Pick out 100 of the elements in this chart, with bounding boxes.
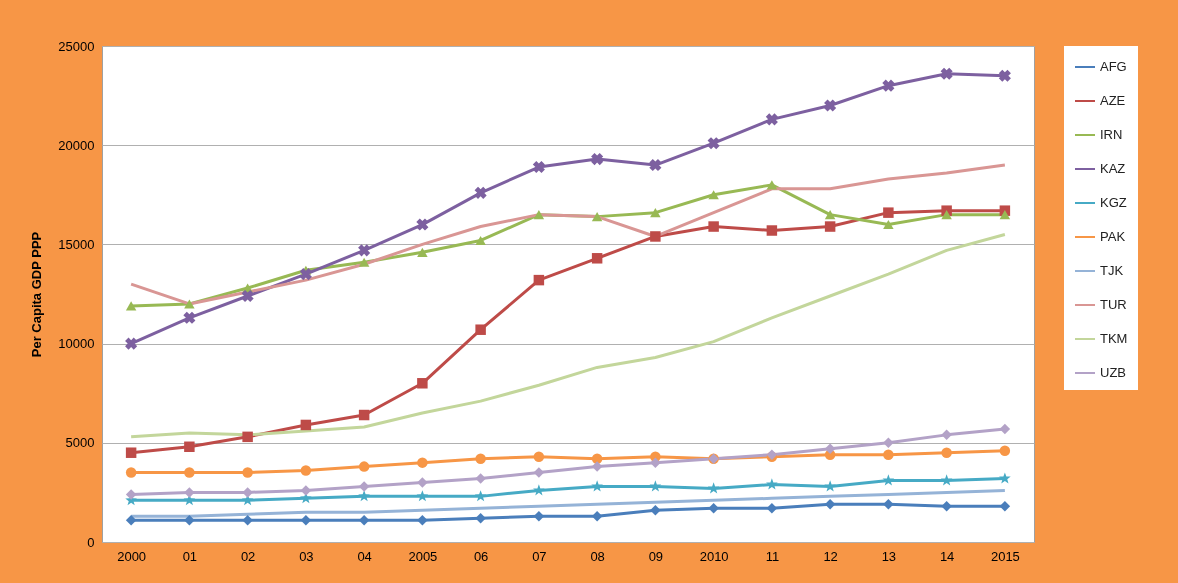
x-tick-label: 14 [939,548,955,564]
point [474,186,487,199]
point [475,453,486,464]
point [417,247,428,257]
point [649,158,662,172]
point [416,218,429,231]
point [650,208,661,218]
x-tick-label: 2005 [408,548,438,564]
point [591,461,603,472]
legend-label: TKM [1100,331,1128,346]
point [999,423,1011,435]
point [765,113,778,126]
legend-label: KAZ [1100,161,1126,176]
point [708,221,719,232]
point [707,137,720,150]
point [650,457,661,468]
point [824,480,836,492]
legend-label: IRN [1100,127,1123,142]
point [824,210,836,220]
point [766,225,778,236]
point [766,503,778,514]
point [417,514,428,526]
point [416,490,429,502]
y-tick-label: 15000 [58,236,95,252]
point [766,180,778,190]
point [649,480,662,492]
point [707,482,720,494]
y-tick-label: 0 [87,534,95,550]
point [358,409,370,421]
point [650,505,661,516]
y-tick-label: 20000 [58,137,95,153]
point [241,289,254,303]
point [941,501,952,512]
point [533,451,545,462]
point [998,69,1011,82]
point [882,474,895,486]
point [417,457,428,468]
point [475,235,486,245]
point [883,207,894,218]
point [999,501,1011,512]
point [883,449,894,460]
legend-label: TUR [1100,297,1127,312]
point [941,429,952,441]
x-tick-label: 2015 [990,548,1020,564]
point [184,514,195,526]
y-tick-label: 5000 [65,435,95,451]
x-tick-label: 02 [240,548,256,564]
point [883,220,894,230]
legend-label: AZE [1100,93,1126,108]
point [184,441,195,453]
point [242,467,253,478]
point [532,160,545,174]
point [184,467,195,478]
point [940,474,953,486]
x-tick-label: 12 [823,548,838,564]
point [358,461,370,472]
point [242,514,253,526]
point [999,210,1011,220]
y-tick-label: 10000 [58,336,95,352]
point [125,301,137,311]
point [941,447,952,458]
point [299,268,312,281]
point [533,274,545,286]
x-tick-label: 01 [182,548,198,564]
point [940,67,953,80]
point [300,419,312,431]
legend-label: KGZ [1100,195,1127,210]
point [242,431,253,443]
point [474,490,487,502]
point [824,221,836,232]
legend-label: TJK [1100,263,1124,278]
point [358,481,370,492]
point [533,210,545,220]
point [300,485,312,496]
point [125,337,138,350]
point [883,437,894,449]
x-tick-label: 03 [299,548,314,564]
point [650,231,661,242]
point [475,324,486,335]
x-tick-label: 11 [765,548,780,564]
point [591,253,603,264]
point [475,473,486,484]
point [591,212,603,222]
point [533,467,545,478]
legend-label: PAK [1100,229,1126,244]
point [417,378,428,389]
point [883,499,894,510]
point [358,244,371,257]
point [708,503,719,514]
x-tick-label: 2010 [699,548,729,564]
x-tick-label: 07 [532,548,547,564]
point [358,490,370,502]
legend-label: AFG [1100,59,1127,74]
x-tick-label: 2000 [117,548,147,564]
point [125,447,137,458]
point [358,257,370,267]
legend-label: UZB [1100,365,1126,380]
point [882,79,895,92]
point [183,311,196,324]
x-tick-label: 08 [590,548,605,564]
